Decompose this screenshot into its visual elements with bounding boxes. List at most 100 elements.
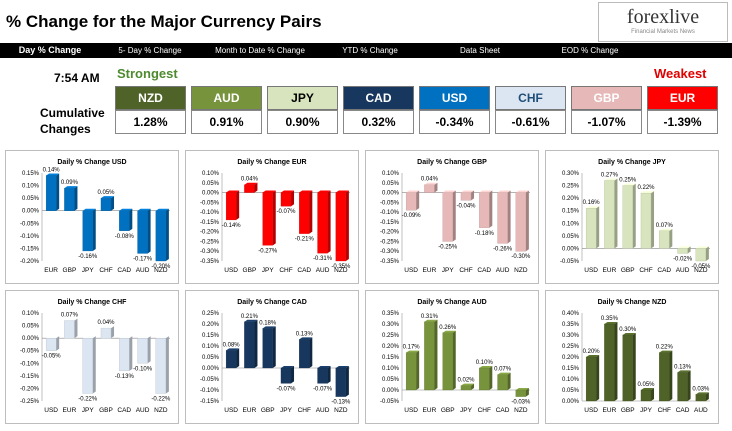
bar-side: [596, 206, 600, 249]
bar-top: [622, 333, 636, 335]
bar-side: [489, 190, 493, 228]
bar: [424, 321, 435, 391]
bar-side: [434, 319, 438, 390]
data-label: -0.08%: [115, 234, 135, 240]
category-label: EUR: [243, 407, 257, 414]
tab-eod-change[interactable]: EOD % Change: [561, 46, 619, 55]
data-label: 0.25%: [619, 178, 637, 184]
y-tick-label: -0.10%: [20, 234, 40, 240]
data-label: 0.17%: [403, 345, 421, 351]
title-bar: % Change for the Major Currency Pairs fo…: [0, 0, 732, 43]
category-label: CHF: [298, 407, 311, 414]
currency-gbp-value: -1.07%: [571, 110, 642, 134]
bar-top: [640, 388, 655, 390]
currency-cad-header: CAD: [343, 86, 414, 110]
tab-5-day-change[interactable]: 5- Day % Change: [118, 46, 182, 55]
y-tick-label: 0.25%: [562, 344, 580, 350]
tab-ytd-change[interactable]: YTD % Change: [342, 46, 398, 55]
tab-data-sheet[interactable]: Data Sheet: [459, 46, 501, 55]
category-label: EUR: [603, 267, 617, 274]
y-tick-label: -0.05%: [200, 377, 220, 383]
category-label: EUR: [603, 407, 617, 414]
y-tick-label: 0.15%: [562, 366, 580, 372]
bar-side: [291, 366, 295, 384]
bar-side: [471, 190, 475, 201]
bar-top: [100, 326, 115, 329]
y-tick-label: 0.05%: [382, 377, 400, 383]
currency-nzd-header: NZD: [115, 86, 186, 110]
currency-usd-header: USD: [419, 86, 490, 110]
chart-panel: Daily % Change JPY 0.30% 0.25% 0.20% 0.15% 0.…: [545, 150, 719, 284]
bar-side: [687, 370, 691, 401]
data-label: 0.18%: [259, 320, 277, 326]
category-label: AUD: [676, 267, 690, 274]
bar-chart: 0.35% 0.30% 0.25% 0.20% 0.15% 0.10% 0.05% 0.00%…: [380, 311, 531, 414]
bar-side: [254, 319, 258, 368]
y-tick-label: -0.35%: [380, 259, 400, 265]
data-label: -0.22%: [78, 396, 98, 402]
chart-title: Daily % Change JPY: [598, 159, 666, 166]
bar-top: [137, 336, 151, 339]
category-label: JPY: [82, 267, 95, 274]
bar-top: [622, 183, 636, 186]
data-label: -0.30%: [511, 254, 531, 260]
bar: [460, 385, 472, 391]
y-tick-label: 0.10%: [562, 377, 580, 383]
bar-top: [659, 350, 673, 353]
bar-side: [272, 326, 276, 368]
y-tick-label: -0.20%: [20, 386, 40, 392]
y-tick-label: 0.00%: [22, 336, 40, 342]
y-tick-label: 0.20%: [382, 344, 400, 350]
bar: [677, 248, 688, 254]
category-label: EUR: [63, 407, 77, 414]
y-tick-label: 0.00%: [202, 366, 220, 372]
y-tick-label: 0.05%: [382, 181, 400, 187]
data-label: -0.03%: [511, 400, 531, 406]
bar: [119, 210, 130, 231]
y-tick-label: -0.15%: [200, 220, 220, 226]
bar: [155, 210, 167, 262]
bar-top: [497, 372, 511, 375]
bar-top: [424, 319, 438, 322]
currency-usd-value: -0.34%: [419, 110, 490, 134]
bar-top: [479, 366, 493, 368]
y-tick-label: -0.10%: [380, 210, 400, 216]
bar: [244, 184, 255, 193]
data-label: 0.07%: [494, 367, 512, 373]
y-tick-label: -0.15%: [380, 220, 400, 226]
bar: [585, 356, 597, 402]
bar-top: [586, 206, 600, 209]
bar-top: [406, 350, 420, 353]
bar-side: [507, 372, 511, 390]
data-label: 0.09%: [61, 180, 79, 186]
bar-top: [317, 366, 331, 368]
bar-chart: 0.25% 0.20% 0.15% 0.10% 0.05% 0.00% -0.05% -0.1…: [200, 311, 351, 414]
category-label: NZD: [334, 407, 348, 414]
category-label: USD: [584, 267, 598, 274]
y-tick-label: -0.20%: [200, 230, 220, 236]
bar-top: [226, 190, 240, 193]
bar: [640, 389, 652, 402]
tab-day-change[interactable]: Day % Change: [18, 45, 82, 55]
bar-top: [280, 366, 295, 368]
y-tick-label: -0.05%: [20, 221, 40, 227]
bar: [497, 192, 508, 244]
bar-top: [515, 190, 529, 193]
bar-top: [299, 190, 313, 193]
bar: [659, 352, 670, 402]
y-tick-label: 0.30%: [562, 171, 580, 177]
y-tick-label: 0.05%: [562, 234, 580, 240]
category-label: CHF: [279, 267, 292, 274]
y-tick-label: 0.30%: [382, 322, 400, 328]
bar-top: [280, 190, 295, 193]
tab-month-to-date-change[interactable]: Month to Date % Change: [215, 46, 305, 55]
y-tick-label: -0.20%: [380, 230, 400, 236]
category-label: EUR: [423, 267, 437, 274]
forexlive-logo[interactable]: forexlive Financial Markets News: [598, 2, 728, 42]
bar-top: [317, 190, 331, 193]
category-label: AUD: [694, 407, 708, 414]
y-tick-label: -0.10%: [20, 361, 40, 367]
y-tick-label: 0.00%: [562, 399, 580, 405]
y-tick-label: 0.05%: [562, 388, 580, 394]
y-tick-label: 0.15%: [562, 209, 580, 215]
